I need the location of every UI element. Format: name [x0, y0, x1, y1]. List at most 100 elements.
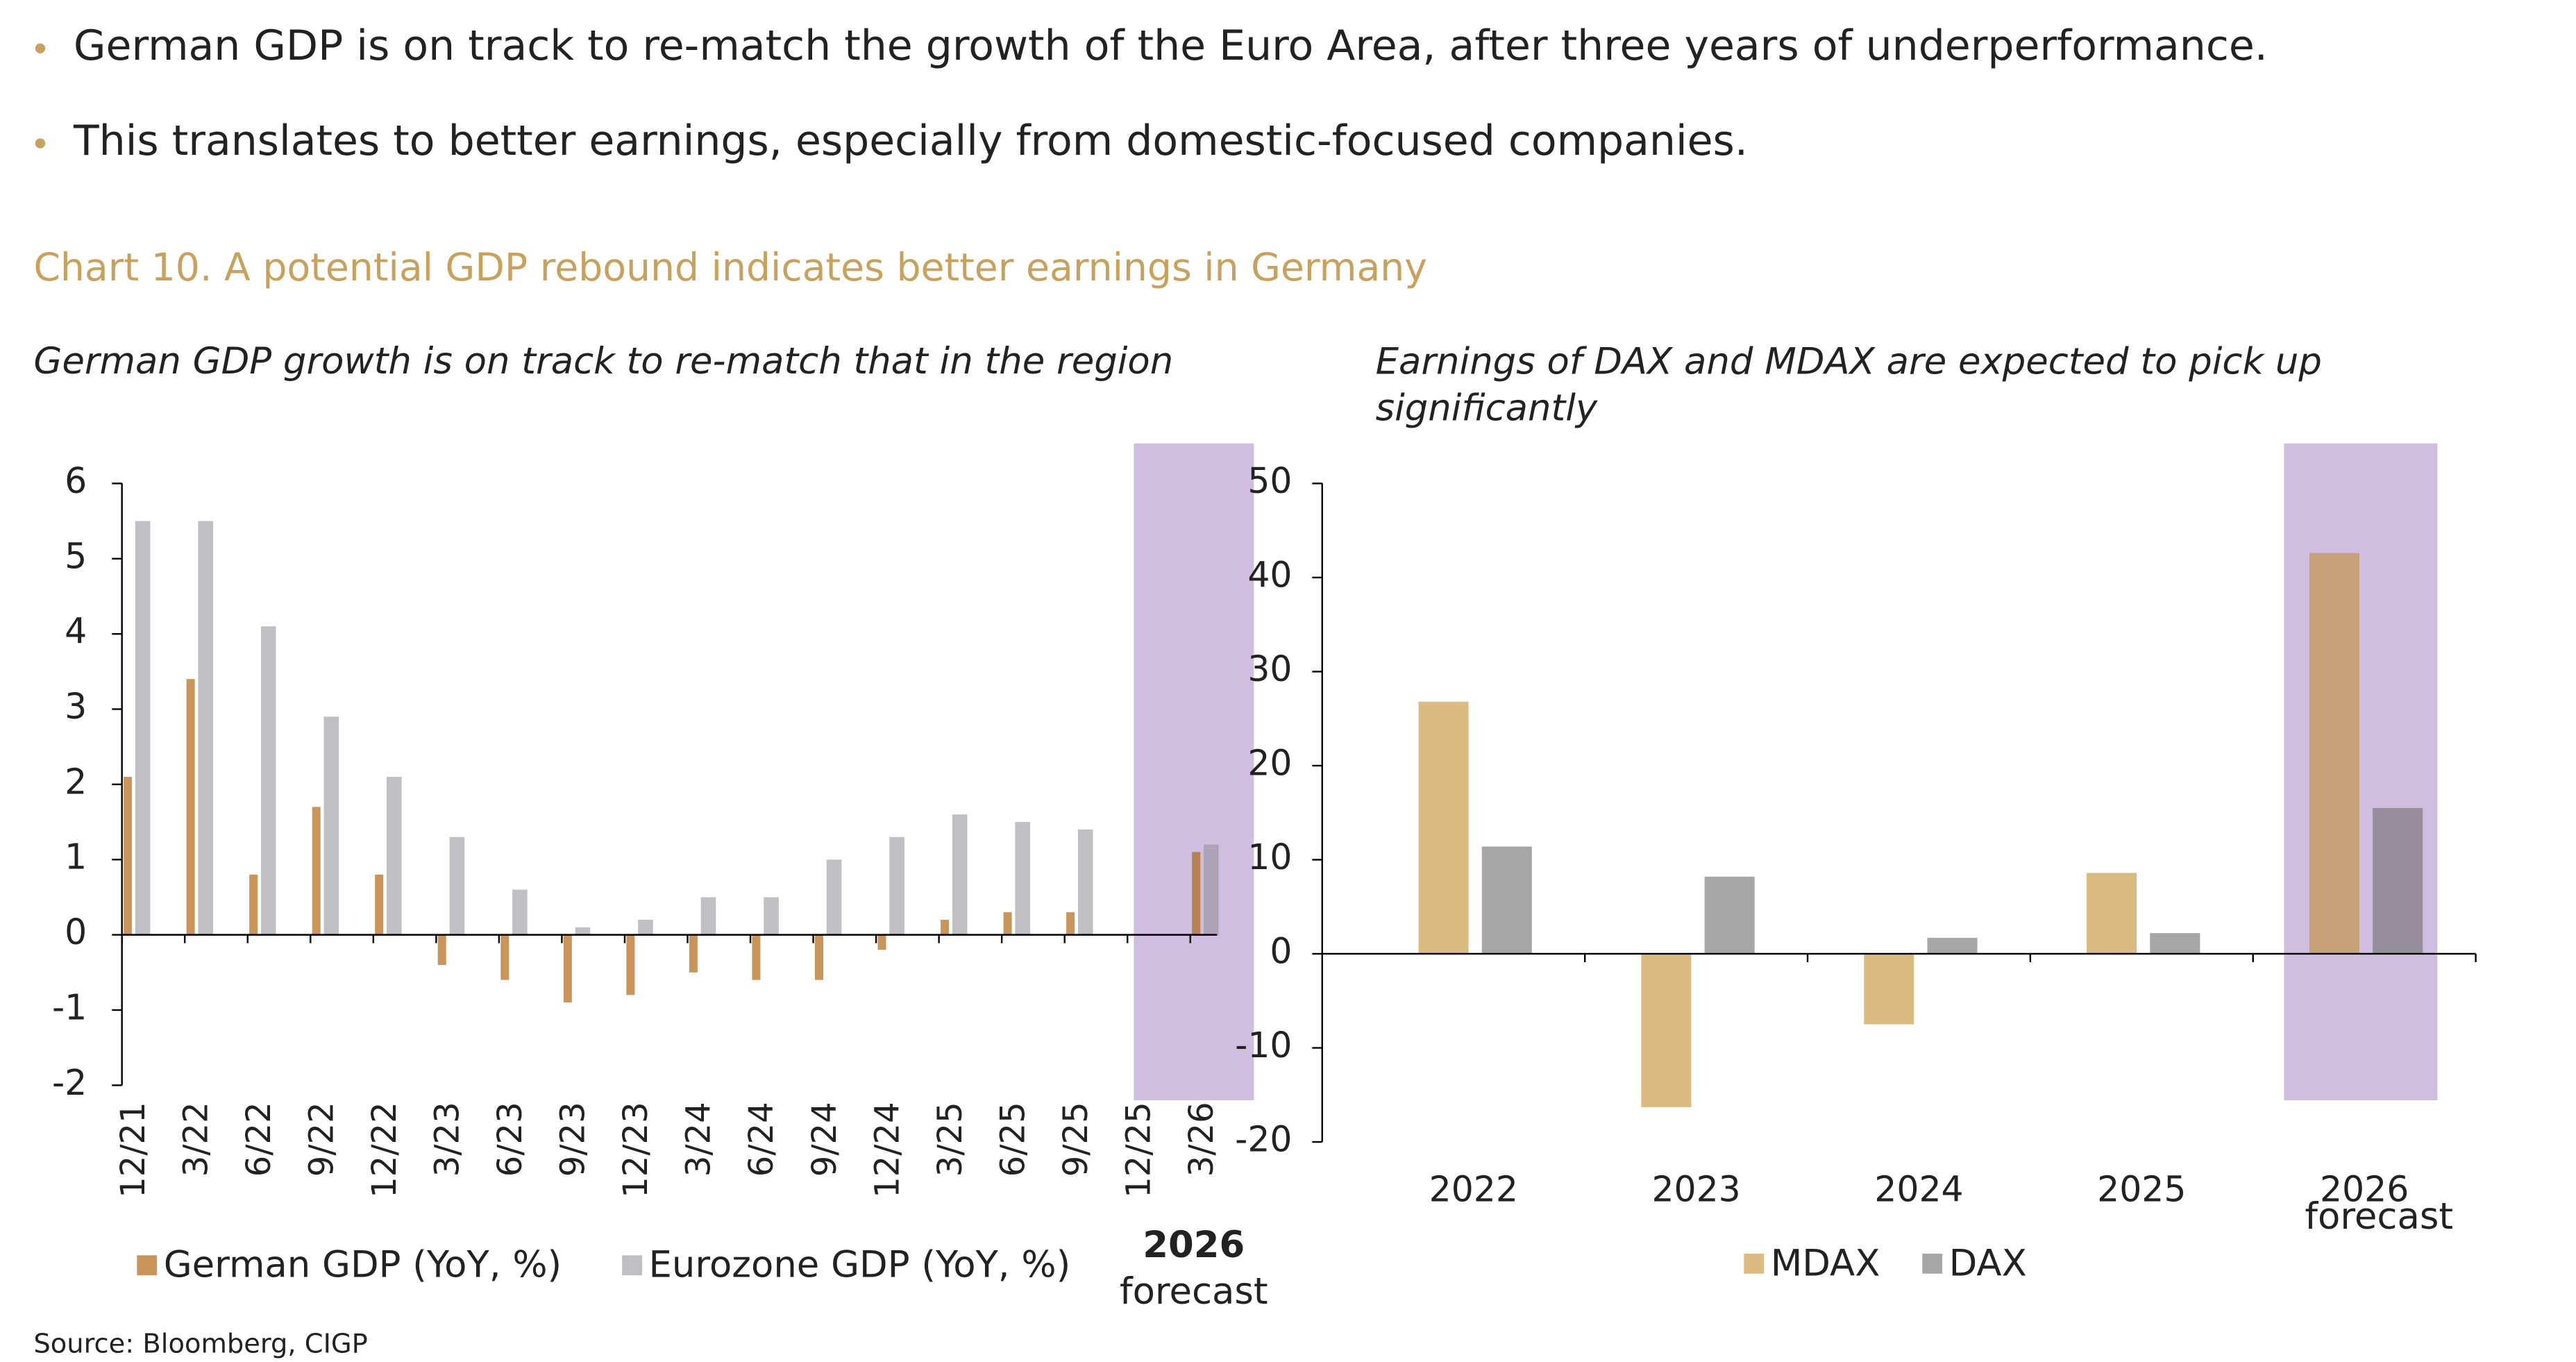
x-tick-label: 12/24 — [868, 1102, 907, 1197]
x-tick-label: 6/22 — [239, 1102, 278, 1177]
forecast-highlight-tint — [1134, 443, 1254, 1100]
bar — [512, 889, 528, 935]
bar — [877, 934, 886, 950]
y-tick-label: 5 — [65, 535, 87, 576]
bar — [2087, 873, 2137, 954]
bar — [1077, 829, 1093, 935]
y-tick-label: 20 — [1247, 742, 1292, 783]
bar — [814, 934, 823, 980]
x-tick-label: 2026 — [2320, 1169, 2409, 1210]
x-tick-label: 9/25 — [1057, 1102, 1095, 1177]
y-tick-label: 30 — [1247, 648, 1292, 689]
bar — [1481, 846, 1532, 954]
bar — [626, 934, 635, 995]
forecast-highlight-tint — [2284, 443, 2438, 1100]
y-tick-label: -1 — [52, 986, 87, 1027]
legend-label: German GDP (YoY, %) — [164, 1244, 562, 1286]
bar — [449, 836, 465, 935]
x-tick-label: 3/24 — [680, 1102, 718, 1177]
bar — [1066, 912, 1075, 935]
legend-swatch — [622, 1255, 642, 1276]
legend-label: MDAX — [1771, 1242, 1880, 1284]
bullet-dot — [35, 43, 46, 53]
x-tick-label: 12/22 — [365, 1102, 404, 1197]
bar — [2150, 933, 2200, 954]
bar — [1927, 937, 1978, 954]
bar — [135, 521, 151, 935]
legend-swatch — [1744, 1253, 1765, 1274]
legend-swatch — [137, 1255, 158, 1276]
y-tick-label: -2 — [52, 1062, 87, 1103]
forecast-label: 2026 — [1143, 1224, 1245, 1266]
x-tick-label: 6/24 — [742, 1102, 781, 1177]
bar — [826, 859, 842, 935]
x-tick-label: 12/25 — [1119, 1102, 1158, 1197]
x-tick-label: 3/22 — [176, 1102, 215, 1177]
bar — [1015, 822, 1030, 935]
legend-label: Eurozone GDP (YoY, %) — [649, 1244, 1071, 1286]
bar — [437, 934, 446, 965]
bar — [563, 934, 572, 1003]
bar — [1003, 912, 1012, 935]
subtitle-line: significantly — [1376, 387, 1598, 429]
bar — [575, 927, 591, 935]
x-tick-label: 2022 — [1429, 1169, 1518, 1210]
subtitle: German GDP growth is on track to re-matc… — [33, 340, 1173, 382]
bar — [124, 777, 133, 935]
x-tick-label: 12/21 — [114, 1102, 153, 1197]
subtitle-line: Earnings of DAX and MDAX are expected to… — [1376, 340, 2322, 382]
forecast-label: forecast — [2305, 1195, 2453, 1238]
bar — [323, 716, 339, 935]
bar — [689, 934, 698, 973]
bullet-text: This translates to better earnings, espe… — [73, 117, 1748, 165]
x-tick-label: 2025 — [2097, 1169, 2186, 1210]
bar — [312, 807, 321, 935]
x-tick-label: 3/23 — [428, 1102, 467, 1177]
source: Source: Bloomberg, CIGP — [33, 1328, 367, 1359]
bar — [638, 919, 653, 935]
bar — [198, 521, 214, 935]
bar — [260, 626, 276, 935]
bar — [1704, 876, 1755, 954]
x-tick-label: 3/25 — [931, 1102, 970, 1177]
bar — [752, 934, 761, 980]
y-tick-label: 0 — [65, 911, 87, 952]
y-tick-label: 3 — [65, 686, 87, 727]
x-tick-label: 2023 — [1651, 1169, 1740, 1210]
bar — [1641, 953, 1692, 1107]
bar — [889, 836, 904, 935]
x-tick-label: 12/23 — [616, 1102, 655, 1197]
bar — [952, 814, 968, 935]
bar — [1864, 953, 1914, 1025]
bullet-dot — [35, 138, 46, 149]
y-tick-label: 4 — [65, 611, 87, 652]
x-tick-label: 6/25 — [993, 1102, 1032, 1177]
bullet-text: German GDP is on track to re-match the g… — [74, 22, 2268, 70]
y-tick-label: -10 — [1235, 1025, 1292, 1066]
x-tick-label: 9/22 — [302, 1102, 341, 1177]
y-tick-label: 40 — [1247, 554, 1292, 595]
bar — [764, 897, 779, 935]
bar — [1418, 701, 1469, 954]
x-tick-label: 2024 — [1874, 1169, 1963, 1210]
x-tick-label: 6/23 — [491, 1102, 530, 1177]
bar — [249, 874, 258, 935]
y-tick-label: 1 — [65, 836, 87, 877]
y-tick-label: 50 — [1247, 460, 1292, 501]
bar — [941, 919, 950, 935]
x-tick-label: 3/26 — [1182, 1102, 1221, 1177]
y-tick-label: 10 — [1247, 836, 1292, 877]
bar — [375, 874, 384, 935]
legend-label: DAX — [1949, 1242, 2027, 1284]
bar — [387, 777, 402, 935]
bar — [500, 934, 510, 980]
y-tick-label: -20 — [1235, 1119, 1292, 1160]
y-tick-label: 0 — [1270, 930, 1292, 971]
y-tick-label: 6 — [65, 460, 87, 501]
subtitle: Earnings of DAX and MDAX are expected to… — [1376, 340, 2322, 429]
legend-swatch — [1922, 1253, 1943, 1274]
x-tick-label: 9/24 — [805, 1102, 844, 1177]
x-tick-label: 9/23 — [554, 1102, 593, 1177]
